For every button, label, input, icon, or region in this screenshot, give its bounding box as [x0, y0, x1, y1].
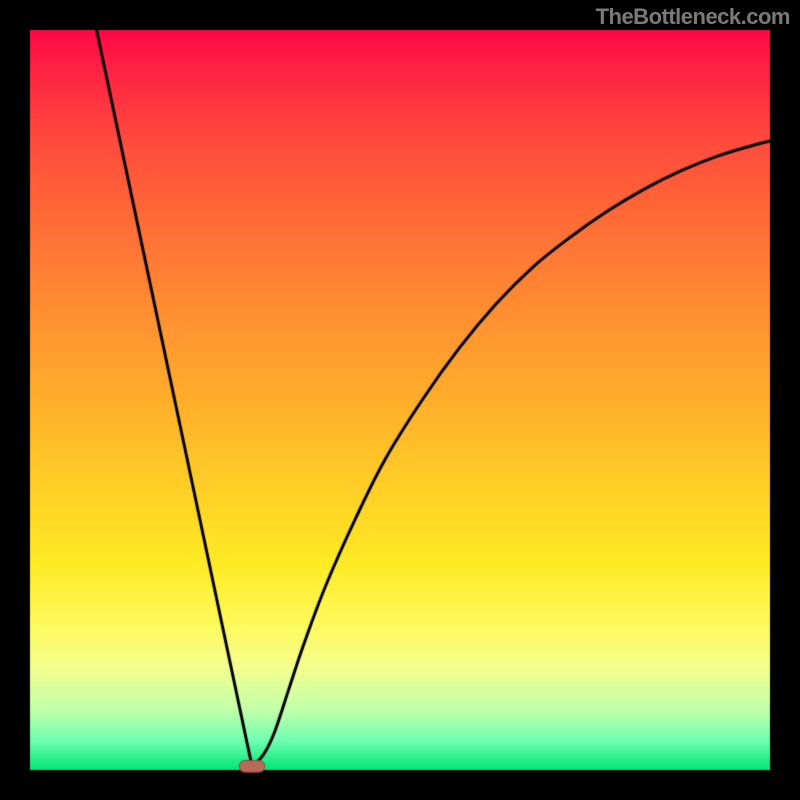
- bottleneck-curve-chart: [0, 0, 800, 800]
- chart-container: [0, 0, 800, 800]
- watermark-text: TheBottleneck.com: [596, 4, 790, 30]
